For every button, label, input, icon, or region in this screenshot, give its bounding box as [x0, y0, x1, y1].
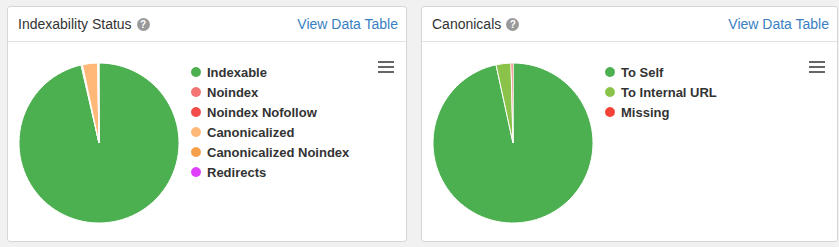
html-text:View Data Table: View Data Table — [297, 16, 398, 32]
html-text:Canonicals: Canonicals — [432, 16, 502, 32]
svg-text:To Self: To Self — [621, 65, 664, 80]
svg-text:Indexable: Indexable — [207, 65, 267, 80]
svg-text:Noindex Nofollow: Noindex Nofollow — [207, 105, 318, 120]
html-text:Indexability Status: Indexability Status — [18, 16, 132, 32]
svg-text:Noindex: Noindex — [207, 85, 259, 100]
svg-text:Redirects: Redirects — [207, 165, 266, 180]
svg-text:Missing: Missing — [621, 105, 669, 120]
svg-text:Canonicalized: Canonicalized — [207, 125, 294, 140]
svg-text:To Internal URL: To Internal URL — [621, 85, 717, 100]
svg-text:Canonicalized Noindex: Canonicalized Noindex — [207, 145, 350, 160]
html-text:View Data Table: View Data Table — [728, 16, 829, 32]
